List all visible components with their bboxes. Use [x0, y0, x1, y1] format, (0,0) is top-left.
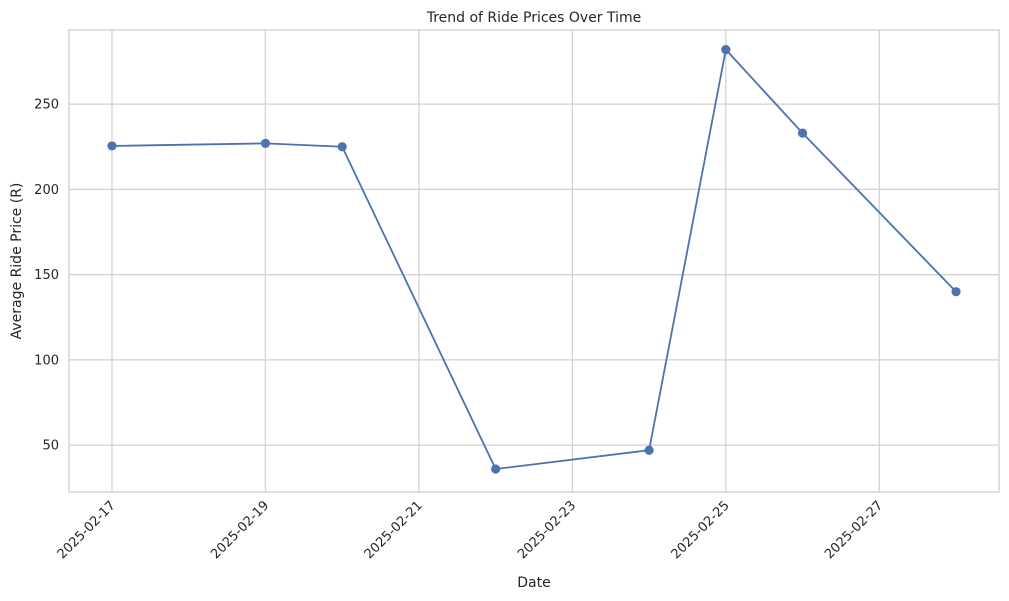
- x-tick-label: 2025-02-25: [669, 498, 733, 562]
- plot-frame: [68, 29, 1000, 493]
- x-tick-label: 2025-02-23: [515, 498, 579, 562]
- y-tick-label: 100: [34, 353, 59, 368]
- data-point: [491, 464, 501, 474]
- data-point: [721, 45, 731, 55]
- y-tick-label: 250: [34, 98, 59, 113]
- data-point: [644, 445, 654, 455]
- y-tick-label: 50: [42, 439, 59, 454]
- y-axis-label: Average Ride Price (R): [9, 183, 25, 340]
- x-tick-label: 2025-02-19: [208, 498, 272, 562]
- grid-lines: [69, 30, 999, 492]
- data-point: [951, 287, 961, 297]
- series-line: [111, 48, 957, 470]
- x-tick-label: 2025-02-17: [55, 498, 119, 562]
- y-tick-label: 150: [34, 268, 59, 283]
- data-point: [797, 128, 808, 138]
- data-point: [260, 138, 271, 148]
- x-axis-label: Date: [517, 575, 550, 591]
- chart-title: Trend of Ride Prices Over Time: [426, 10, 642, 26]
- data-point: [337, 142, 347, 152]
- x-tick-label: 2025-02-21: [362, 498, 426, 562]
- series-layer: [107, 45, 961, 474]
- data-point: [107, 141, 117, 151]
- x-tick-label: 2025-02-27: [822, 498, 886, 562]
- y-tick-label: 200: [34, 183, 59, 198]
